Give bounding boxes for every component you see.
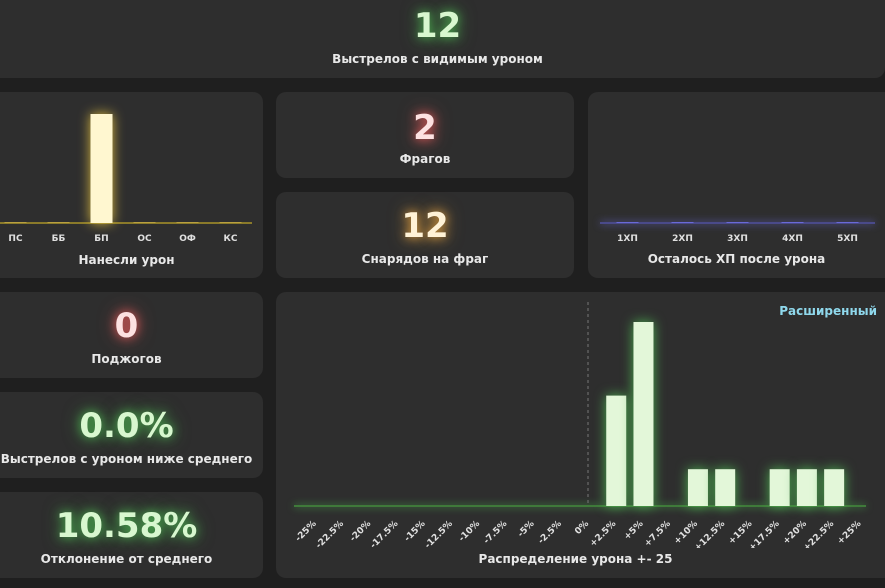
distribution-tick: -10% [457,519,482,544]
visible-damage-shots-label: Выстрелов с видимым уроном [332,52,543,66]
damage-dealt-label: Нанесли урон [78,253,175,267]
distribution-tick: +2.5% [588,519,618,548]
damage-dealt-card: ПС ББ БП ОС ОФ КС Нанесли урон [0,92,263,278]
shells-per-frag-card: 12 Снарядов на фраг [276,192,574,278]
hp-left-tick: 2ХП [672,234,693,244]
damage-dealt-tick: ББ [52,234,66,244]
damage-dealt-tick: ОС [137,234,152,244]
distribution-tick: -2.5% [537,519,564,546]
distribution-tick: +25% [836,519,864,547]
distribution-tick: -15% [403,519,428,544]
hp-left-bar [616,222,639,223]
frags-value: 2 [413,108,437,148]
distribution-tick: +7.5% [643,519,673,548]
fires-value: 0 [114,306,139,346]
fires-card: 0 Поджогов [0,292,263,378]
damage-dealt-bar [47,222,70,223]
distribution-bar [715,469,736,506]
distribution-tick: +12.5% [693,519,727,548]
distribution-bar [687,469,708,506]
distribution-tick: +22.5% [802,519,836,548]
damage-dealt-bar [90,114,113,223]
distribution-bar [633,322,654,506]
damage-dealt-chart: ПС ББ БП ОС ОФ КС [0,114,252,244]
below-average-card: 0.0% Выстрелов с уроном ниже среднего [0,392,263,478]
damage-dealt-tick: ОФ [179,234,196,244]
damage-dealt-bar [219,222,242,223]
deviation-value: 10.58% [55,506,198,546]
distribution-bar [824,469,845,506]
distribution-bar [769,469,790,506]
hp-left-bar [671,222,694,223]
hp-left-tick: 1ХП [617,234,638,244]
deviation-card: 10.58% Отклонение от среднего [0,492,263,578]
hp-left-bar [781,222,804,223]
hp-left-tick: 3ХП [727,234,748,244]
damage-dealt-bar [133,222,156,223]
extended-toggle[interactable]: Расширенный [779,304,877,318]
below-average-value: 0.0% [79,406,174,446]
damage-dealt-bar [4,222,27,223]
distribution-tick: -5% [516,519,537,540]
distribution-tick: -7.5% [482,519,509,546]
distribution-tick: 0% [573,519,591,537]
hp-left-tick: 4ХП [782,234,803,244]
visible-damage-shots-card: 12 Выстрелов с видимым уроном [0,0,885,78]
distribution-bar [796,469,817,506]
distribution-tick: -20% [348,519,373,544]
hp-left-bar [726,222,749,223]
damage-dealt-bar [176,222,199,223]
distribution-tick: -17.5% [369,519,401,548]
deviation-label: Отклонение от среднего [40,552,213,566]
distribution-tick: -12.5% [423,519,455,548]
distribution-tick: +5% [622,519,645,542]
visible-damage-shots-value: 12 [413,6,462,46]
distribution-bar [606,395,627,506]
below-average-label: Выстрелов с уроном ниже среднего [0,452,253,466]
damage-distribution-label: Распределение урона +- 25 [478,552,673,566]
frags-label: Фрагов [399,152,451,166]
damage-dealt-tick: БП [94,234,108,244]
hp-left-label: Осталось ХП после урона [647,252,826,266]
distribution-tick: -25% [294,519,319,544]
hp-left-bar [836,222,859,223]
damage-dealt-tick: ПС [8,234,23,244]
shells-per-frag-label: Снарядов на фраг [361,252,489,266]
distribution-tick: +17.5% [747,519,781,548]
damage-distribution-card: -25% -22.5% -20% -17.5% -15% -12.5% -10% -7.5% -… [276,292,885,578]
damage-distribution-chart: -25%-22.5% -20%-17.5% -15%-12.5% -10% -7.5% -… [294,302,866,548]
distribution-tick: -22.5% [314,519,346,548]
frags-card: 2 Фрагов [276,92,574,178]
hp-left-tick: 5ХП [837,234,858,244]
fires-label: Поджогов [91,352,162,366]
hp-left-chart: 1ХП 2ХП 3ХП 4ХП 5ХП [600,222,875,244]
damage-dealt-tick: КС [224,234,238,244]
hp-left-card: 1ХП 2ХП 3ХП 4ХП 5ХП Осталось ХП после урона [588,92,885,278]
shells-per-frag-value: 12 [401,206,449,246]
